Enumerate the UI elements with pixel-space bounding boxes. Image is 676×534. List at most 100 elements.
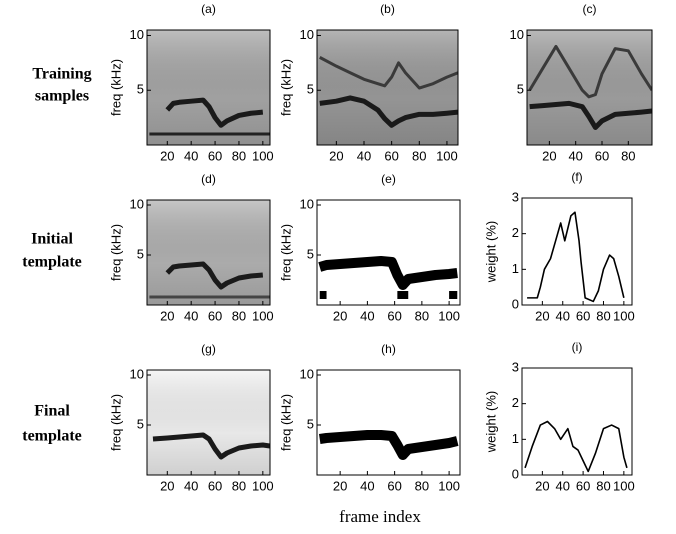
y-tick-label: 3 xyxy=(512,359,519,374)
row-label: template xyxy=(22,254,82,271)
axes-frame xyxy=(521,367,633,476)
y-tick-label: 10 xyxy=(300,27,314,42)
x-tick-label: 80 xyxy=(621,148,635,163)
panel-title: (b) xyxy=(380,2,395,16)
x-tick-label: 60 xyxy=(576,478,590,493)
axes-frame xyxy=(526,29,653,146)
y-axis-label: freq (kHz) xyxy=(108,224,123,281)
row-label: samples xyxy=(35,88,89,105)
panel-title: (f) xyxy=(571,170,582,184)
y-tick-label: 5 xyxy=(307,416,314,431)
y-tick-label: 10 xyxy=(130,366,144,381)
row-label: Training xyxy=(32,66,91,83)
axes-frame xyxy=(146,199,271,306)
x-tick-label: 40 xyxy=(360,478,374,493)
x-tick-label: 20 xyxy=(333,308,347,323)
plot-area xyxy=(317,30,458,145)
plot-area xyxy=(524,420,628,473)
plot-area xyxy=(527,211,625,303)
y-tick-label: 1 xyxy=(512,431,519,446)
y-tick-label: 10 xyxy=(300,366,314,381)
panel-title: (h) xyxy=(381,342,396,356)
plot-area xyxy=(318,430,459,460)
spectrogram-shade xyxy=(147,200,270,305)
y-tick-label: 10 xyxy=(130,27,144,42)
x-tick-label: 40 xyxy=(568,148,582,163)
panel-title: (c) xyxy=(583,2,597,16)
x-tick-label: 20 xyxy=(160,148,174,163)
panel-title: (a) xyxy=(201,2,216,16)
spectrogram-shade xyxy=(527,30,652,145)
y-axis-label: weight (%) xyxy=(483,221,498,283)
x-tick-label: 60 xyxy=(595,148,609,163)
x-tick-label: 80 xyxy=(596,308,610,323)
x-tick-label: 100 xyxy=(436,148,458,163)
series-line xyxy=(319,95,458,128)
plot-area xyxy=(147,30,270,145)
y-tick-label: 5 xyxy=(137,82,144,97)
x-tick-label: 20 xyxy=(535,308,549,323)
x-tick-label: 80 xyxy=(232,478,246,493)
series-line xyxy=(528,44,652,99)
spectrogram-shade xyxy=(147,30,270,145)
x-tick-label: 100 xyxy=(252,478,274,493)
y-axis-label: freq (kHz) xyxy=(108,59,123,116)
x-tick-label: 60 xyxy=(208,478,222,493)
row-label: Initial xyxy=(31,231,73,248)
axes-frame xyxy=(146,29,271,146)
plot-area xyxy=(147,370,270,475)
spectrogram-shade xyxy=(317,30,458,145)
x-tick-label: 40 xyxy=(360,308,374,323)
y-tick-label: 5 xyxy=(137,246,144,261)
y-tick-label: 5 xyxy=(307,82,314,97)
panel-title: (i) xyxy=(572,340,583,354)
y-axis-label: weight (%) xyxy=(483,391,498,453)
series-line xyxy=(524,420,628,473)
x-tick-label: 60 xyxy=(208,308,222,323)
y-tick-label: 10 xyxy=(300,196,314,211)
plot-area xyxy=(527,30,652,145)
x-tick-label: 20 xyxy=(333,478,347,493)
row-label: template xyxy=(22,428,82,445)
y-axis-label: freq (kHz) xyxy=(278,59,293,116)
series-line xyxy=(527,211,625,303)
x-tick-label: 40 xyxy=(357,148,371,163)
series-line xyxy=(165,97,264,128)
x-tick-label: 20 xyxy=(535,478,549,493)
x-tick-label: 60 xyxy=(576,308,590,323)
x-tick-label: 100 xyxy=(438,308,460,323)
panel-title: (e) xyxy=(381,172,396,186)
series-line xyxy=(319,56,458,90)
x-tick-label: 80 xyxy=(415,308,429,323)
axes-frame xyxy=(146,369,271,476)
x-tick-label: 100 xyxy=(613,478,635,493)
series-line xyxy=(318,256,458,290)
row-label: Final xyxy=(34,403,70,420)
y-tick-label: 2 xyxy=(512,225,519,240)
x-tick-label: 20 xyxy=(329,148,343,163)
series-line xyxy=(529,100,652,130)
y-axis-label: freq (kHz) xyxy=(278,394,293,451)
panel-title: (g) xyxy=(201,342,216,356)
y-tick-label: 10 xyxy=(510,27,524,42)
axes-frame xyxy=(316,29,459,146)
x-tick-label: 60 xyxy=(387,308,401,323)
x-axis-label: frame index xyxy=(339,507,421,526)
series-line xyxy=(152,432,270,460)
panel-title: (d) xyxy=(201,172,216,186)
y-axis-label: freq (kHz) xyxy=(108,394,123,451)
x-tick-label: 40 xyxy=(556,308,570,323)
x-tick-label: 100 xyxy=(613,308,635,323)
y-tick-label: 3 xyxy=(512,189,519,204)
axes-frame xyxy=(316,369,461,476)
x-tick-label: 80 xyxy=(412,148,426,163)
plot-area xyxy=(147,200,270,305)
y-tick-label: 5 xyxy=(517,82,524,97)
series-line xyxy=(318,430,459,460)
x-tick-label: 80 xyxy=(596,478,610,493)
axes-frame xyxy=(316,199,461,306)
y-tick-label: 5 xyxy=(137,416,144,431)
y-tick-label: 0 xyxy=(512,466,519,481)
y-tick-label: 2 xyxy=(512,395,519,410)
x-tick-label: 40 xyxy=(184,148,198,163)
